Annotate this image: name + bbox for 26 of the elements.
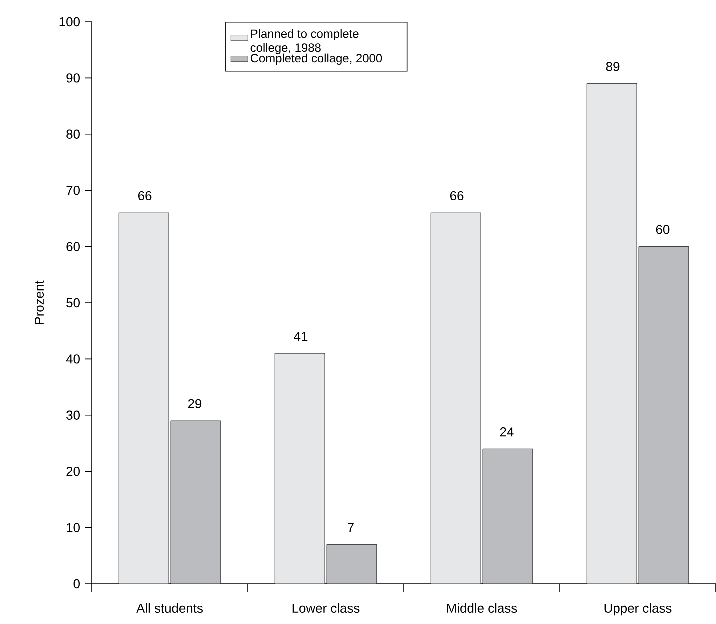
y-tick-label: 10 <box>67 523 80 532</box>
x-tick-label: Lower class <box>292 604 360 614</box>
y-tick-label: 30 <box>66 410 80 420</box>
x-tick-label: All students <box>136 604 203 614</box>
y-tick-label: 100 <box>60 17 80 27</box>
y-tick-label: 70 <box>66 186 80 196</box>
y-tick-label: 50 <box>66 298 80 308</box>
legend-label: Planned to complete college, 1988 <box>250 29 359 54</box>
y-tick-label: 0 <box>74 579 80 589</box>
x-tick-label: Upper class <box>604 604 672 616</box>
y-tick-label: 40 <box>66 354 80 364</box>
data-label: 7 <box>348 523 354 532</box>
data-label: 89 <box>606 62 620 72</box>
legend-label: Completed collage, 2000 <box>250 54 382 65</box>
data-label: 66 <box>138 191 152 201</box>
data-label: 60 <box>656 225 670 234</box>
data-label: 29 <box>188 399 202 408</box>
y-tick-label: 20 <box>66 467 80 476</box>
data-label: 41 <box>294 332 308 342</box>
data-label: 66 <box>450 191 464 201</box>
y-tick-label: 90 <box>66 74 80 83</box>
y-tick-label: 80 <box>66 130 80 139</box>
y-tick-label: 60 <box>66 242 80 252</box>
x-tick-label: Middle class <box>447 604 518 614</box>
data-label: 24 <box>500 428 514 437</box>
y-axis-title: Prozent <box>35 280 44 324</box>
